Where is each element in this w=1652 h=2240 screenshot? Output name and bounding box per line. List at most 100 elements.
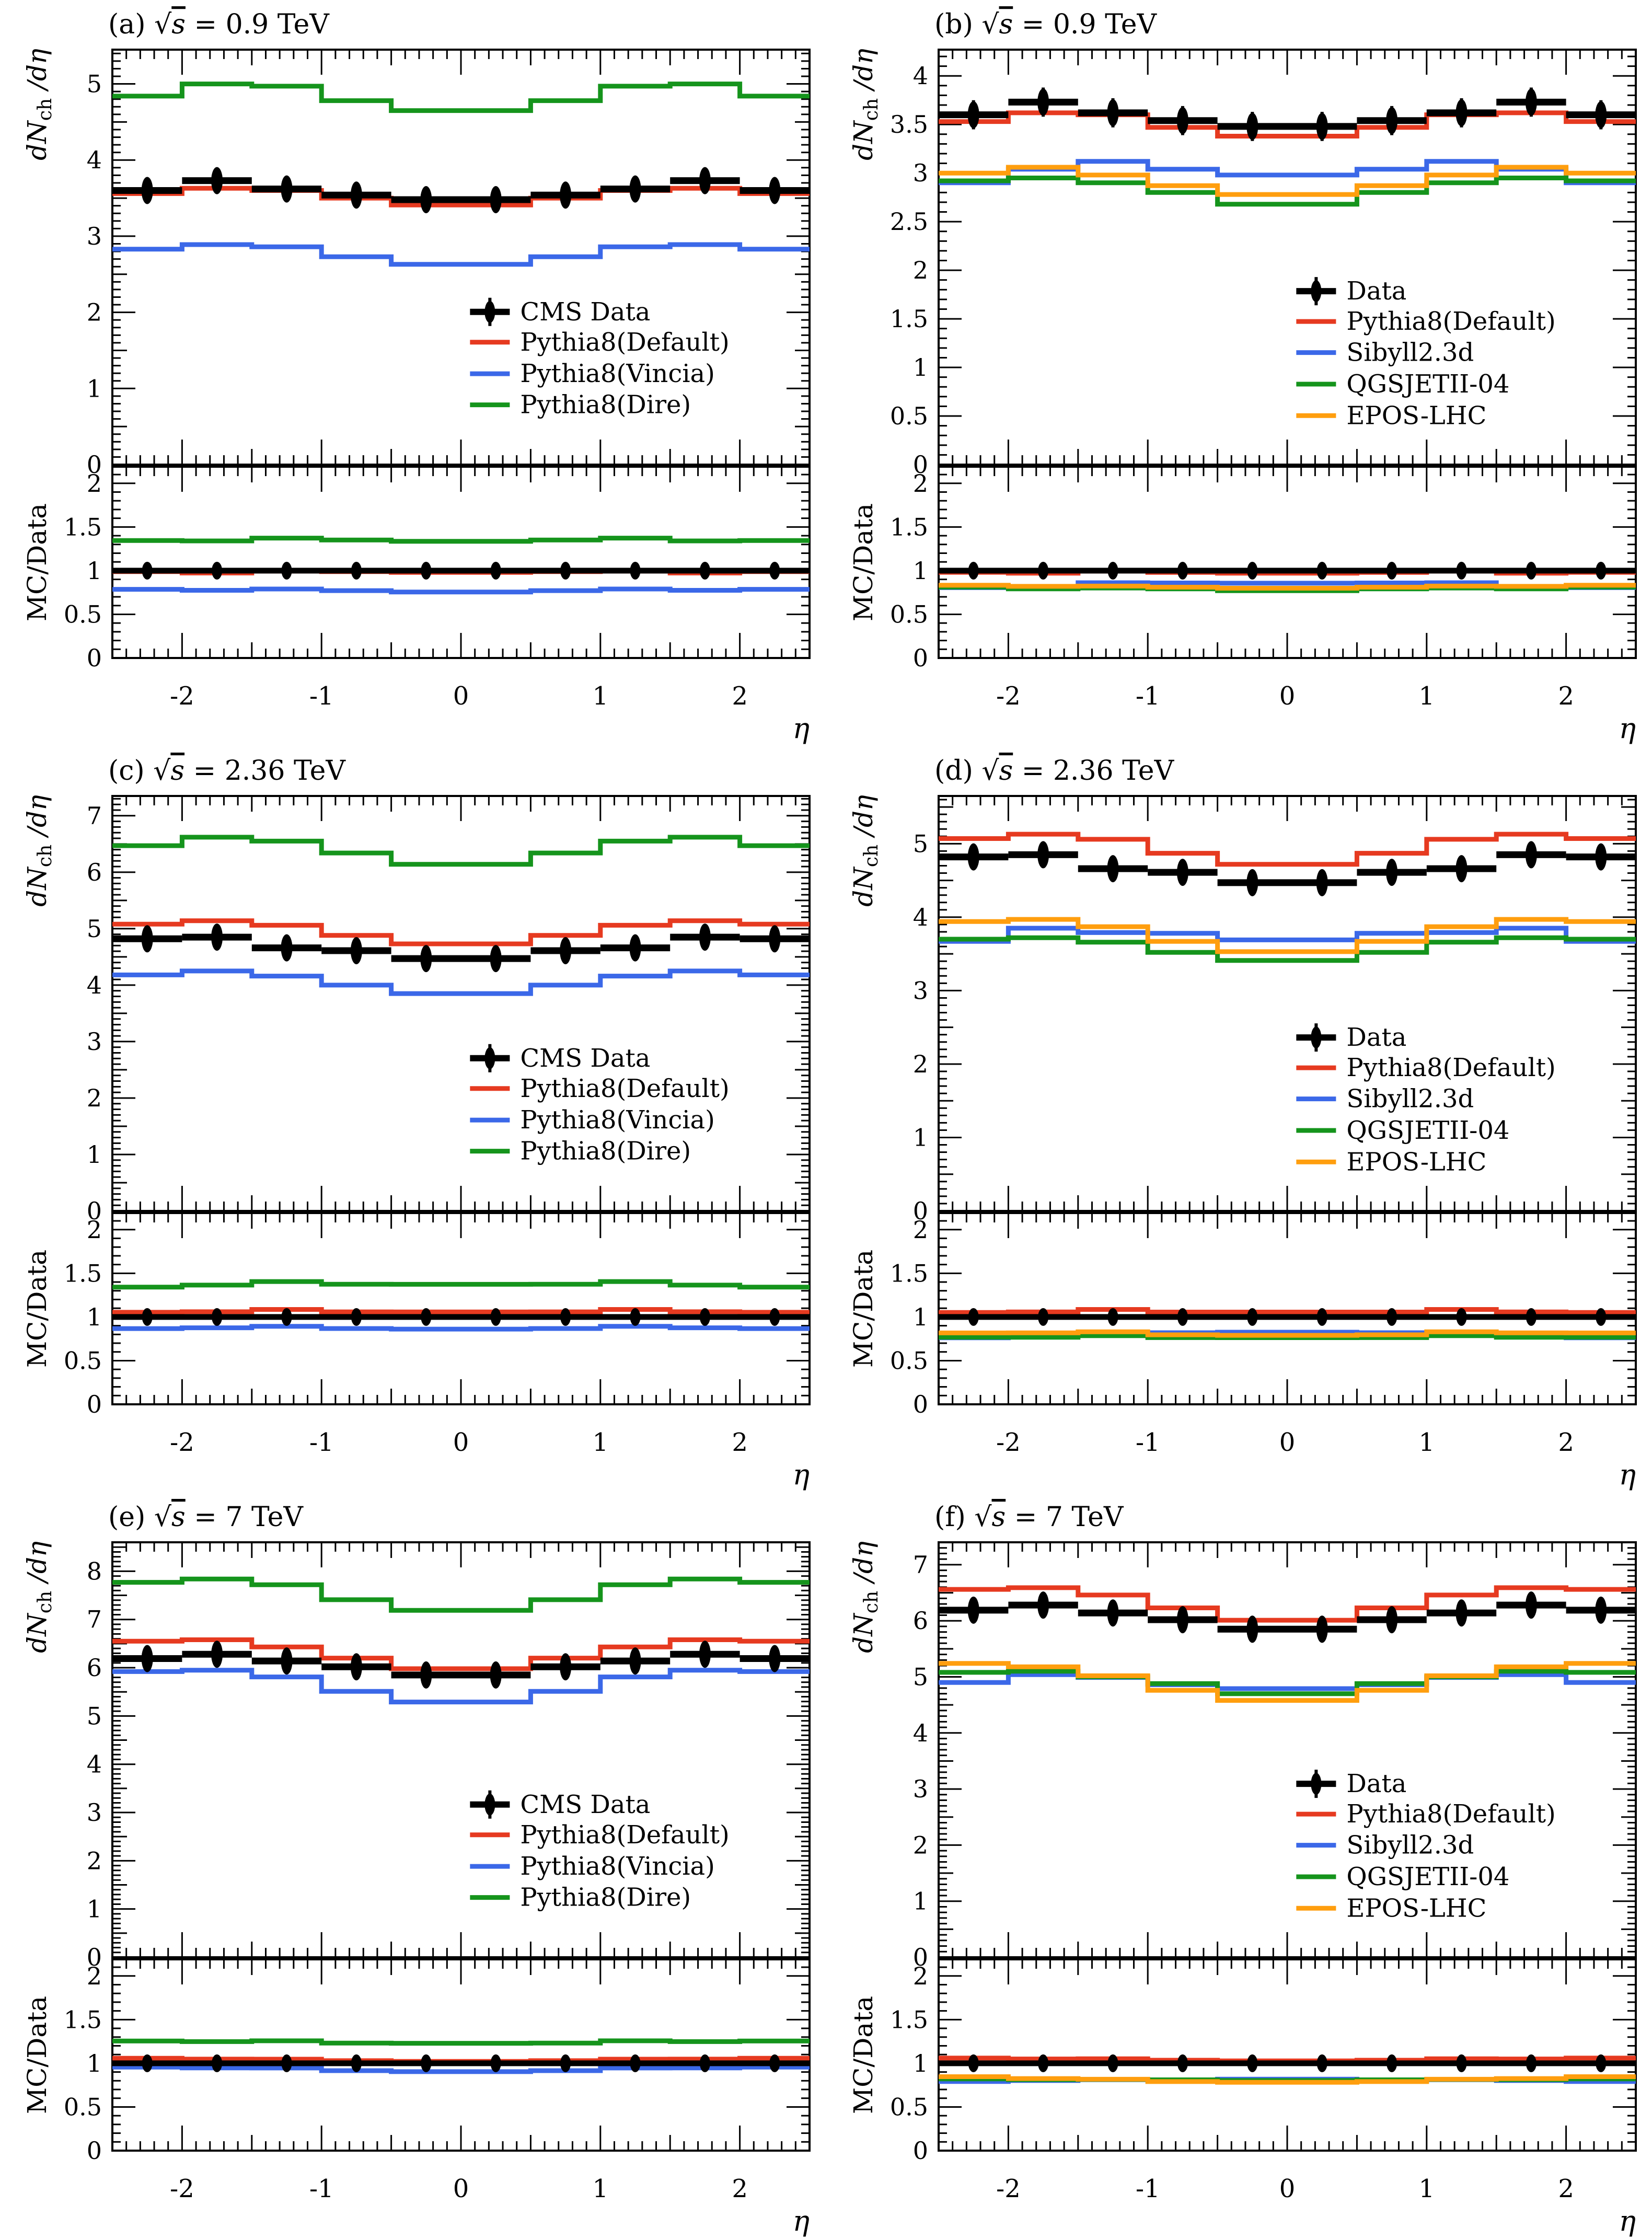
legend-item-data: Data (1296, 276, 1406, 306)
legend-label: QGSJETII-04 (1346, 370, 1509, 399)
ratio-data-point (968, 1308, 979, 1326)
data-point (1246, 1615, 1258, 1643)
data-point (350, 937, 362, 964)
data-point (967, 843, 979, 871)
ratio-y-tick-labels: 0 0.5 1 1.5 2 (64, 469, 102, 672)
legend-label: Pythia8(Default) (1346, 1053, 1555, 1082)
series-epos (939, 917, 1636, 954)
panel-title: (d) √s = 2.36 TeV (934, 755, 1175, 787)
data-point (281, 934, 293, 962)
data-point (1037, 841, 1049, 869)
main-y-tick-labels: 0 1 2 3 4 5 (913, 829, 928, 1225)
main-plot-ticks (939, 796, 1636, 1211)
y-tick-label: 4 (913, 903, 928, 931)
y-tick-label: 3 (913, 1775, 928, 1803)
ratio-data-point (1038, 1308, 1049, 1326)
x-tick-labels: -2 -1 0 1 2 (170, 682, 748, 711)
x-tick-labels: -2 -1 0 1 2 (170, 2174, 748, 2203)
ratio-y-axis-label: MC/Data (848, 1250, 879, 1368)
main-y-tick-labels: 0 1 2 3 4 5 6 7 (913, 1551, 928, 1971)
ratio-data-point (212, 1308, 223, 1326)
legend-item-epos: EPOS-LHC (1296, 401, 1486, 430)
panel-title-text: (e) √s = 7 TeV (108, 1502, 304, 1533)
x-tick-label: -2 (170, 2174, 194, 2203)
y-tick-label: 2 (913, 256, 928, 284)
y-tick-label: 6 (87, 858, 102, 886)
y-axis-label: dNch /dη (22, 1541, 56, 1653)
ratio-series-epos (939, 583, 1636, 591)
ratio-data-point (281, 2054, 292, 2072)
data-point (1037, 88, 1049, 116)
legend-label: QGSJETII-04 (1346, 1862, 1509, 1891)
main-plot-frame (111, 795, 811, 1212)
data-point (560, 1653, 572, 1681)
eta-label: η (793, 712, 810, 745)
data-point (281, 175, 293, 203)
series-qgsjet (939, 935, 1636, 963)
data-point (1246, 112, 1258, 140)
ratio-y-tick-label: 1.5 (64, 1259, 102, 1287)
ratio-y-tick-labels: 0 0.5 1 1.5 2 (64, 1962, 102, 2165)
x-tick-label: 2 (732, 682, 748, 711)
x-tick-label: -1 (309, 1428, 334, 1457)
ratio-y-axis-label-text: MC/Data (848, 1250, 879, 1368)
ratio-data-point (421, 1308, 432, 1326)
ratio-data-point (490, 1308, 501, 1326)
y-tick-label: 1 (87, 1895, 102, 1923)
data-point (1595, 843, 1607, 871)
x-axis-label: η (1619, 712, 1636, 745)
ratio-y-axis-label-text: MC/Data (22, 1996, 52, 2114)
legend: DataPythia8(Default)Sibyll2.3dQGSJETII-0… (1296, 1023, 1556, 1176)
legend-data-marker (1311, 280, 1322, 303)
legend-item-pythia8-default: Pythia8(Default) (470, 1820, 730, 1850)
eta-label: η (1619, 712, 1636, 745)
data-point (967, 1596, 979, 1624)
ratio-data-point (490, 2054, 501, 2072)
ratio-series-lines (112, 1279, 810, 1332)
panel-d-svg: (d) √s = 2.36 TeV 0 1 2 3 4 5 DataPythia8(Defau… (848, 755, 1637, 1491)
ratio-plot: 0 0.5 1 1.5 2 (890, 466, 1637, 672)
x-tick-label: 1 (1419, 682, 1435, 711)
legend-label: Data (1346, 1023, 1406, 1052)
panel-c: (c) √s = 2.36 TeV 0 1 2 3 4 5 6 7 CMS Data Pythia8… (0, 746, 826, 1493)
data-point (1246, 869, 1258, 896)
legend-label: Sibyll2.3d (1346, 338, 1474, 367)
main-plot-ticks (939, 50, 1636, 465)
data-point (211, 923, 223, 951)
panel-title-text: (b) √s = 0.9 TeV (934, 9, 1157, 40)
ratio-series-qgsjet (939, 584, 1636, 593)
ratio-y-tick-labels: 0 0.5 1 1.5 2 (890, 469, 928, 672)
data-point (1176, 107, 1188, 134)
ratio-series-pythia8-dire (112, 1279, 810, 1290)
legend-item-sibyll: Sibyll2.3d (1296, 1831, 1474, 1860)
ratio-series-pythia8-vincia (112, 586, 810, 595)
series-pythia8-dire (112, 1576, 810, 1613)
main-y-tick-labels: 0 1 2 3 4 5 6 7 8 (87, 1557, 102, 1971)
y-tick-label: 4 (87, 971, 102, 999)
legend: CMS DataPythia8(Default)Pythia8(Vincia)P… (470, 297, 730, 420)
ratio-y-tick-label: 1.5 (890, 2005, 928, 2034)
y-tick-label: 0 (87, 451, 102, 479)
legend-item-pythia8-default: Pythia8(Default) (1296, 307, 1556, 336)
data-point (1107, 855, 1119, 883)
ratio-data-point (281, 1308, 292, 1326)
ratio-data-points (112, 561, 810, 580)
x-tick-label: 0 (1279, 1428, 1296, 1457)
legend-label: EPOS-LHC (1346, 401, 1486, 430)
series-lines (112, 835, 810, 996)
ratio-data-point (1526, 2054, 1537, 2072)
ratio-data-point (630, 2054, 641, 2072)
ratio-y-tick-label: 1.5 (890, 1259, 928, 1287)
y-tick-label: 3 (87, 1798, 102, 1827)
legend-data-marker (484, 1047, 495, 1069)
legend-label: Pythia8(Vincia) (520, 359, 715, 388)
main-y-tick-labels: 0 1 2 3 4 5 6 7 (87, 802, 102, 1225)
ratio-data-point (142, 1308, 153, 1326)
panel-a: (a) √s = 0.9 TeV 0 1 2 3 4 5 CMS Data Pythia8(De… (0, 0, 826, 746)
main-plot-ticks (112, 796, 810, 1211)
ratio-data-point (351, 2054, 362, 2072)
x-tick-label: -2 (170, 1428, 194, 1457)
ratio-data-point (1387, 2054, 1397, 2072)
